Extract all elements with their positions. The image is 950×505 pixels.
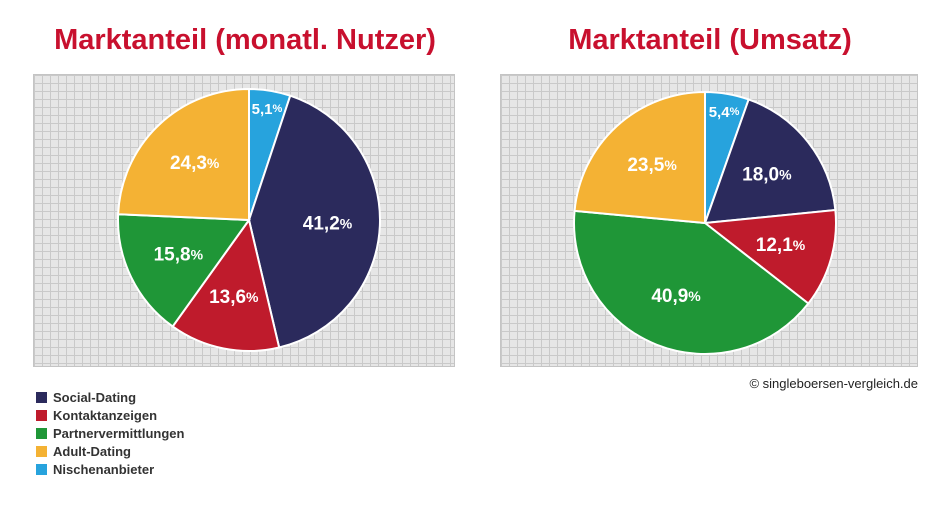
data-label-adult-dating: 23,5%: [627, 154, 677, 175]
legend-label: Adult-Dating: [53, 443, 131, 459]
chart-title-users: Marktanteil (monatl. Nutzer): [54, 24, 436, 56]
pie-slice-social-dating: [247, 94, 381, 349]
legend-swatch: [36, 463, 47, 475]
pie-slice-social-dating: [703, 98, 837, 225]
legend-label: Social-Dating: [53, 389, 137, 405]
data-label-nischenanbieter: 5,4%: [709, 103, 740, 120]
legend-label: Partnervermittlungen: [53, 425, 185, 441]
legend-item-adult-dating: Adult-Dating: [36, 442, 184, 460]
legend-item-kontaktanzeigen: Kontaktanzeigen: [36, 406, 184, 424]
data-label-nischenanbieter: 5,1%: [252, 100, 283, 117]
copyright-notice: © singleboersen-vergleich.de: [749, 376, 918, 391]
chart-title-revenue: Marktanteil (Umsatz): [568, 24, 852, 56]
pie-slice-adult-dating: [573, 90, 706, 225]
legend-item-social-dating: Social-Dating: [36, 388, 184, 406]
legend-swatch: [36, 409, 47, 421]
data-label-partnervermittlungen: 15,8%: [154, 244, 204, 265]
data-label-kontaktanzeigen: 13,6%: [209, 287, 259, 308]
legend-label: Kontaktanzeigen: [53, 407, 158, 423]
legend-item-nischenanbieter: Nischenanbieter: [36, 460, 184, 478]
data-label-partnervermittlungen: 40,9%: [651, 286, 701, 307]
legend-swatch: [36, 445, 47, 457]
pie-slice-kontaktanzeigen: [702, 208, 837, 305]
data-label-social-dating: 18,0%: [742, 164, 792, 185]
pie-slice-partnervermittlungen: [573, 209, 810, 355]
pie-slice-partnervermittlungen: [117, 213, 251, 328]
data-label-kontaktanzeigen: 12,1%: [756, 234, 806, 255]
legend-item-partnervermittlungen: Partnervermittlungen: [36, 424, 184, 442]
legend: Social-Dating Kontaktanzeigen Partnerver…: [36, 388, 184, 478]
data-label-adult-dating: 24,3%: [170, 153, 220, 174]
legend-label: Nischenanbieter: [53, 461, 155, 477]
pie-slice-kontaktanzeigen: [171, 217, 281, 352]
legend-swatch: [36, 391, 47, 403]
legend-swatch: [36, 427, 47, 439]
pie-slice-adult-dating: [117, 87, 250, 222]
data-label-social-dating: 41,2%: [303, 213, 353, 234]
